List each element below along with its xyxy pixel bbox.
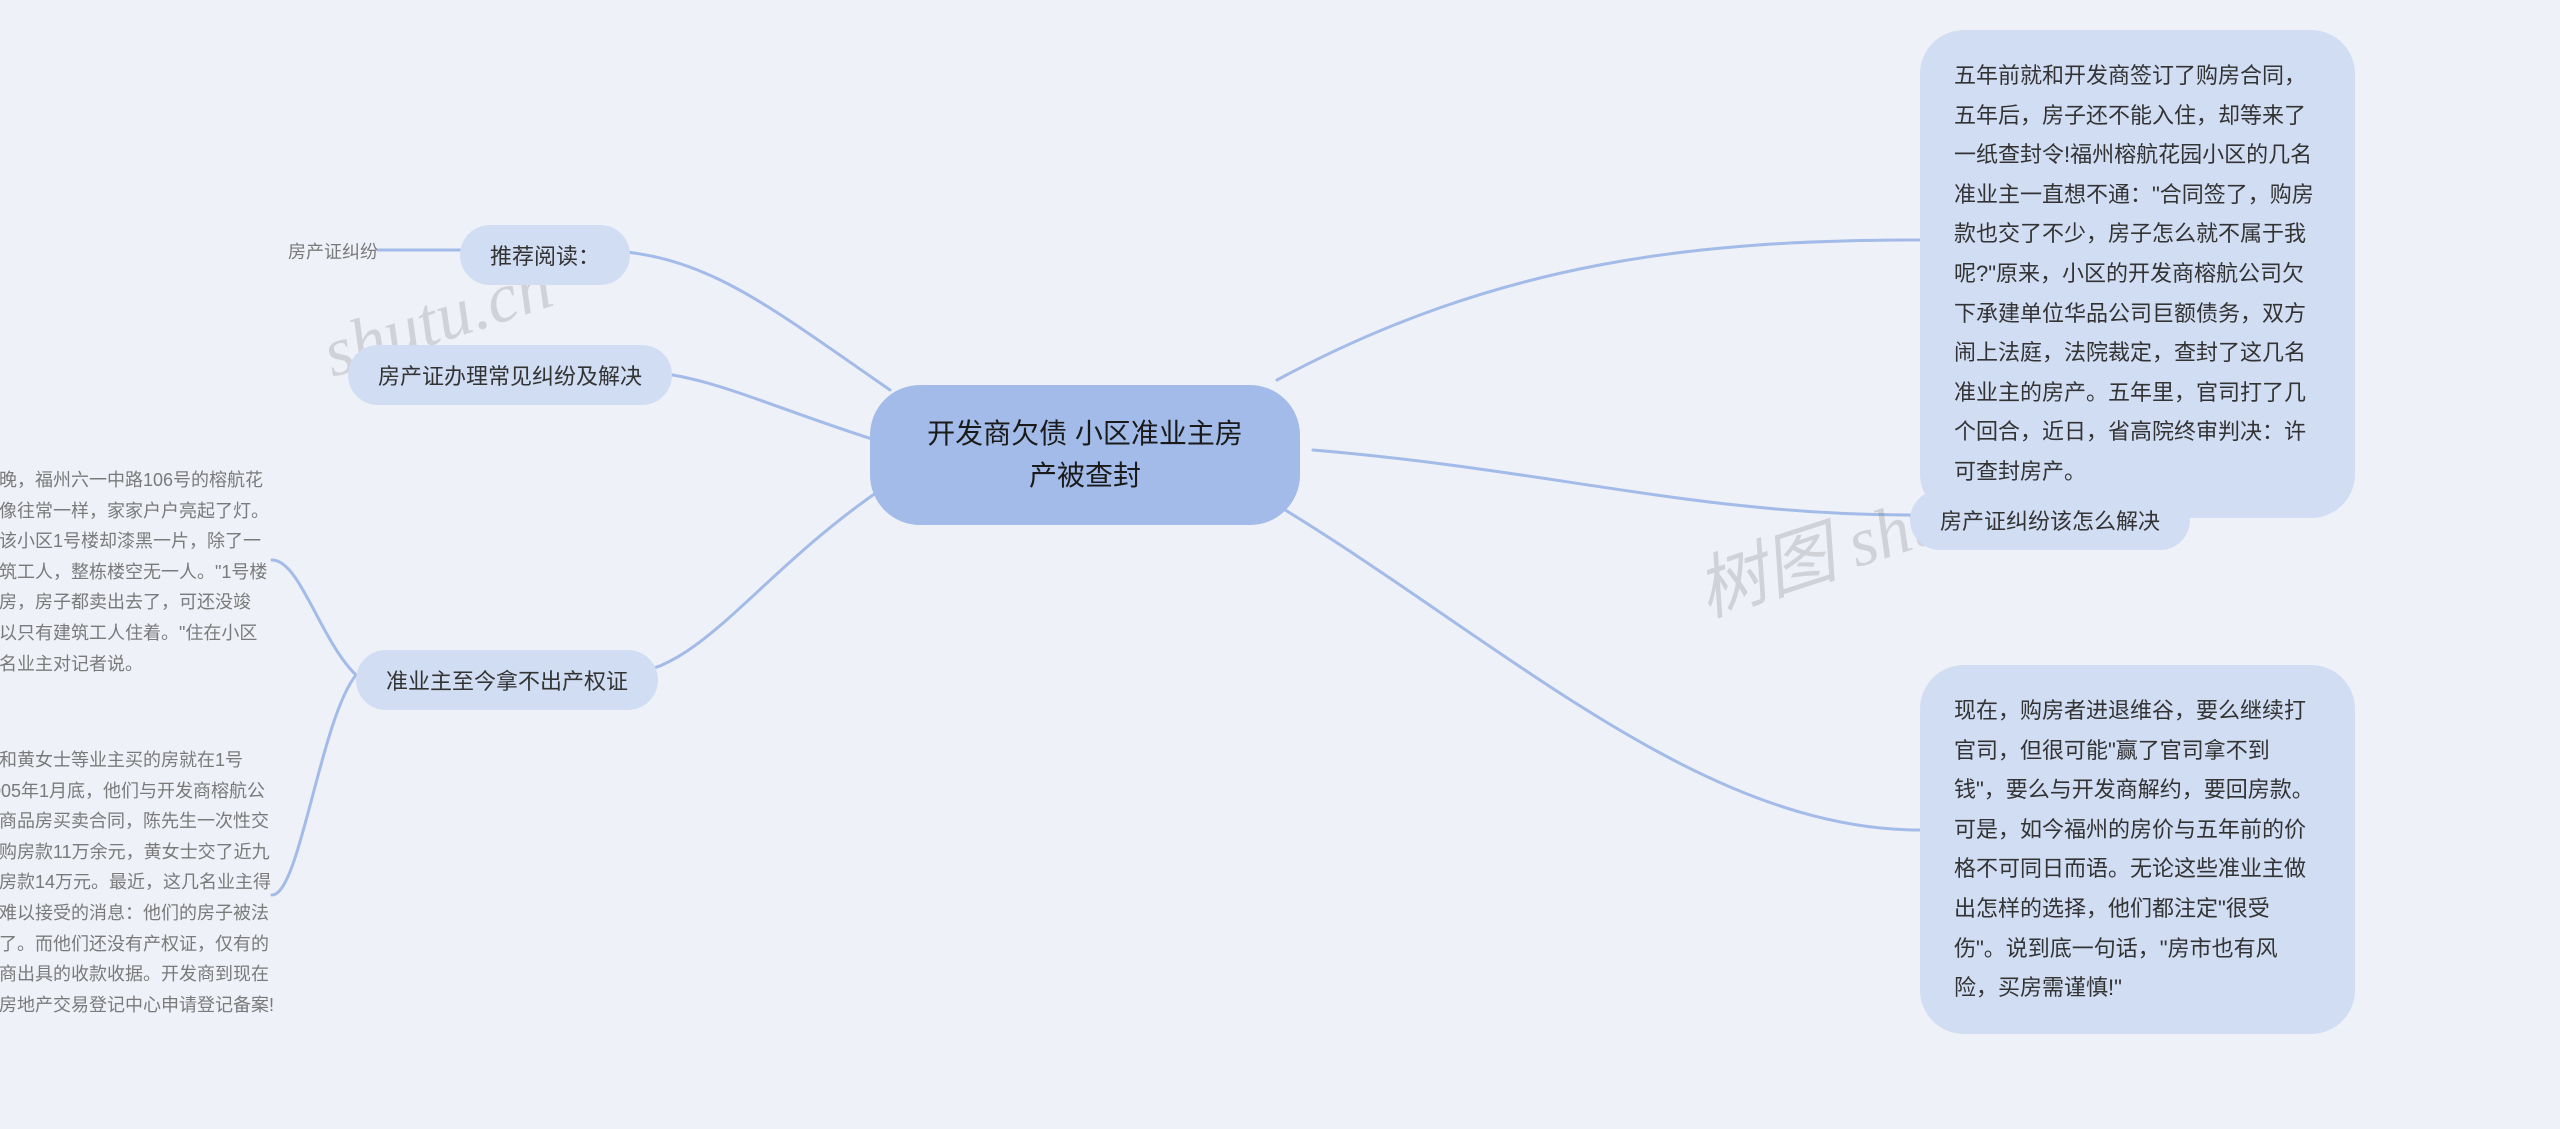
left-branch-3-leaf-1: 昨日傍晚，福州六一中路106号的榕航花园小区像往常一样，家家户户亮起了灯。然而，… <box>0 465 275 679</box>
center-node[interactable]: 开发商欠债 小区准业主房 产被查封 <box>870 385 1300 525</box>
left-branch-1[interactable]: 推荐阅读： <box>460 225 630 285</box>
left-branch-2[interactable]: 房产证办理常见纠纷及解决 <box>348 345 672 405</box>
right-paragraph-1-text: 五年前就和开发商签订了购房合同，五年后，房子还不能入住，却等来了一纸查封令!福州… <box>1954 56 2321 492</box>
left-branch-3[interactable]: 准业主至今拿不出产权证 <box>356 650 658 710</box>
left-branch-2-label: 房产证办理常见纠纷及解决 <box>378 359 642 391</box>
right-paragraph-2-text: 现在，购房者进退维谷，要么继续打官司，但很可能"赢了官司拿不到钱"，要么与开发商… <box>1954 691 2321 1008</box>
left-branch-3-label: 准业主至今拿不出产权证 <box>386 664 628 696</box>
right-paragraph-1[interactable]: 五年前就和开发商签订了购房合同，五年后，房子还不能入住，却等来了一纸查封令!福州… <box>1920 30 2355 518</box>
left-branch-1-label: 推荐阅读： <box>490 239 600 271</box>
left-branch-3-leaf-2: 陈先生和黄女士等业主买的房就在1号楼。2005年1月底，他们与开发商榕航公司签订… <box>0 745 275 1020</box>
right-branch-label: 房产证纠纷该怎么解决 <box>1940 504 2160 536</box>
left-branch-1-leaf: 房产证纠纷 <box>288 237 378 268</box>
center-node-text: 开发商欠债 小区准业主房 产被查封 <box>927 413 1243 497</box>
right-branch[interactable]: 房产证纠纷该怎么解决 <box>1910 490 2190 550</box>
right-paragraph-2[interactable]: 现在，购房者进退维谷，要么继续打官司，但很可能"赢了官司拿不到钱"，要么与开发商… <box>1920 665 2355 1034</box>
